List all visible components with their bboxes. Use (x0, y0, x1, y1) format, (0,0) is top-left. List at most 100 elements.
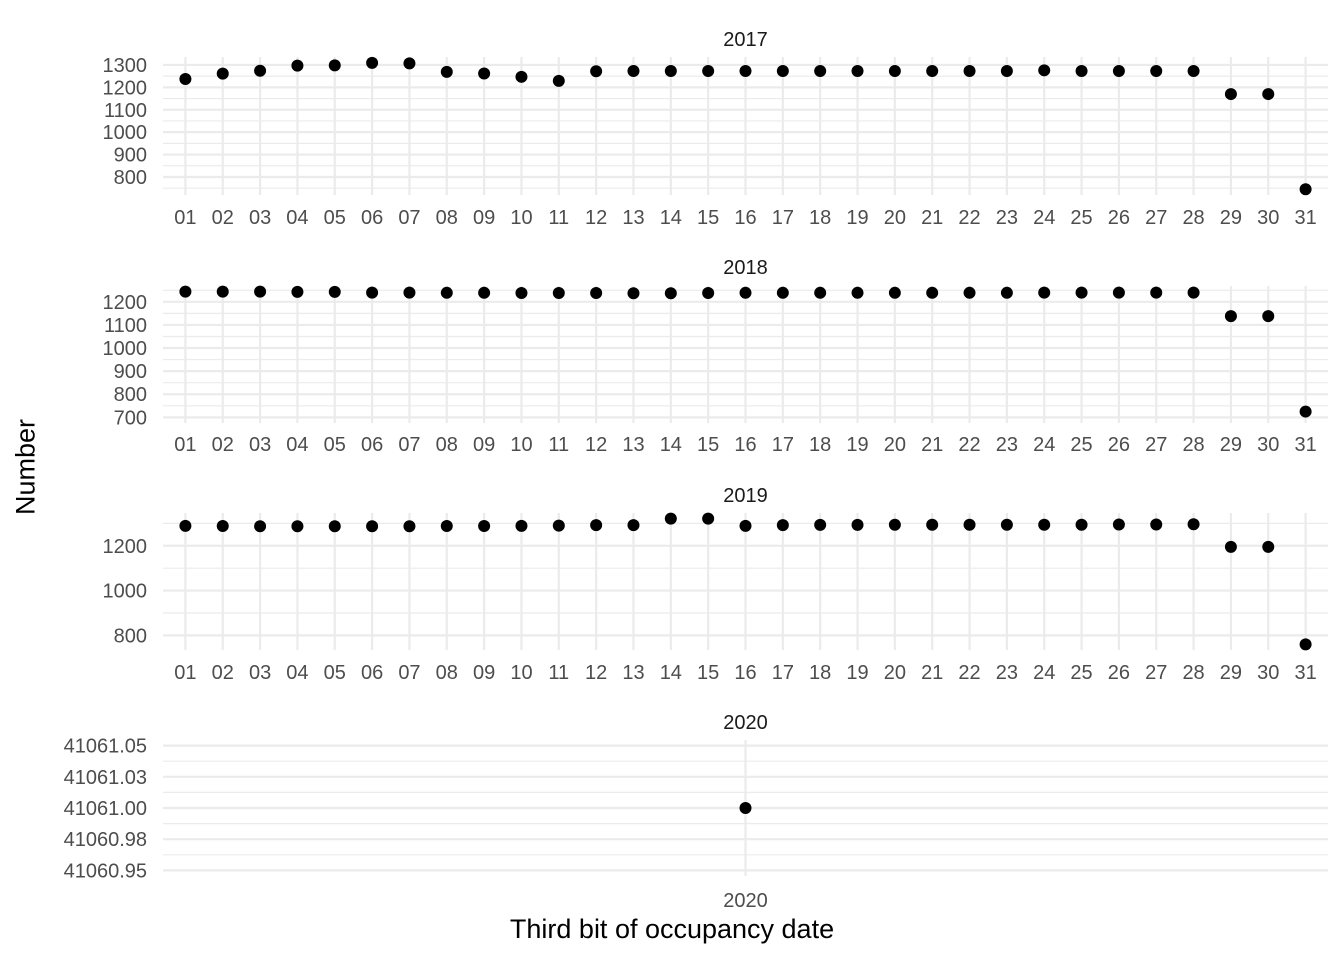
x-tick-label: 09 (473, 434, 495, 456)
x-tick-label: 23 (996, 662, 1018, 684)
x-tick-label: 12 (585, 662, 607, 684)
data-point (739, 519, 752, 532)
x-tick-label: 21 (921, 434, 943, 456)
data-point (888, 286, 901, 299)
data-point (328, 520, 341, 533)
data-point (1000, 518, 1013, 531)
data-point (1075, 64, 1088, 77)
x-tick-label: 18 (809, 662, 831, 684)
y-tick-label: 900 (114, 145, 147, 167)
data-point (1262, 88, 1275, 101)
data-point (590, 519, 603, 532)
x-tick-label: 15 (697, 207, 719, 229)
data-point (1262, 540, 1275, 553)
data-point (1299, 183, 1312, 196)
y-tick-label: 1300 (103, 55, 148, 77)
x-tick-label: 28 (1182, 434, 1204, 456)
data-point (403, 57, 416, 70)
y-tick-label: 800 (114, 384, 147, 406)
data-point (1299, 638, 1312, 651)
x-tick-label: 16 (734, 434, 756, 456)
x-tick-label: 11 (548, 662, 569, 684)
x-tick-label: 01 (174, 434, 196, 456)
x-tick-label: 31 (1294, 662, 1316, 684)
x-tick-label: 08 (436, 662, 458, 684)
data-point (515, 287, 528, 300)
x-tick-label: 24 (1033, 434, 1055, 456)
x-tick-label: 26 (1108, 662, 1130, 684)
x-tick-label: 15 (697, 662, 719, 684)
data-point (1000, 64, 1013, 77)
facet-title: 2020 (723, 712, 768, 734)
x-tick-label: 03 (249, 434, 271, 456)
data-point (515, 70, 528, 83)
y-tick-label: 41060.95 (64, 860, 147, 882)
y-tick-label: 41061.00 (64, 798, 147, 820)
data-point (1187, 286, 1200, 299)
x-tick-label: 06 (361, 662, 383, 684)
data-point (627, 64, 640, 77)
x-tick-label: 07 (398, 662, 420, 684)
x-tick-label: 09 (473, 207, 495, 229)
x-tick-label: 17 (772, 434, 794, 456)
data-point (552, 74, 565, 87)
data-point (814, 64, 827, 77)
x-tick-label: 17 (772, 207, 794, 229)
facet-title: 2018 (723, 257, 768, 279)
x-tick-label: 22 (958, 662, 980, 684)
y-tick-label: 1200 (103, 77, 148, 99)
x-tick-label: 06 (361, 434, 383, 456)
x-tick-label: 26 (1108, 434, 1130, 456)
data-point (664, 512, 677, 525)
data-point (963, 518, 976, 531)
data-point (1150, 286, 1163, 299)
x-tick-label: 14 (660, 434, 682, 456)
x-tick-label: 20 (884, 662, 906, 684)
facet-panel-2020: 41060.95 41060.98 41061.00 41061.03 41061.05… (64, 712, 1328, 912)
data-point (888, 64, 901, 77)
data-point (1299, 405, 1312, 418)
x-tick-label: 11 (548, 434, 569, 456)
x-tick-label: 08 (436, 434, 458, 456)
x-tick-label: 16 (734, 207, 756, 229)
data-point (888, 518, 901, 531)
data-point (179, 285, 192, 298)
data-point (328, 59, 341, 72)
y-tick-label: 1200 (103, 292, 148, 314)
x-tick-label: 30 (1257, 207, 1279, 229)
data-point (851, 64, 864, 77)
data-point (254, 520, 267, 533)
x-tick-label: 27 (1145, 207, 1167, 229)
data-point (664, 64, 677, 77)
data-point (739, 64, 752, 77)
x-tick-label: 19 (846, 662, 868, 684)
x-tick-label: 31 (1294, 434, 1316, 456)
x-tick-label: 13 (622, 207, 644, 229)
x-tick-label: 04 (286, 662, 308, 684)
x-tick-label: 04 (286, 207, 308, 229)
x-tick-label: 11 (548, 207, 569, 229)
x-tick-label: 07 (398, 434, 420, 456)
data-point (664, 287, 677, 300)
x-tick-label: 26 (1108, 207, 1130, 229)
data-point (1262, 310, 1275, 323)
data-point (963, 64, 976, 77)
x-tick-label: 06 (361, 207, 383, 229)
x-tick-label: 03 (249, 662, 271, 684)
data-point (478, 286, 491, 299)
x-tick-label: 05 (324, 207, 346, 229)
x-tick-label: 25 (1070, 207, 1092, 229)
data-point (440, 286, 453, 299)
x-tick-label: 22 (958, 434, 980, 456)
data-point (776, 286, 789, 299)
data-point (1075, 518, 1088, 531)
x-tick-label: 14 (660, 207, 682, 229)
data-point (179, 519, 192, 532)
data-point (440, 520, 453, 533)
x-tick-label: 23 (996, 434, 1018, 456)
x-tick-label: 21 (921, 662, 943, 684)
x-tick-label: 01 (174, 207, 196, 229)
